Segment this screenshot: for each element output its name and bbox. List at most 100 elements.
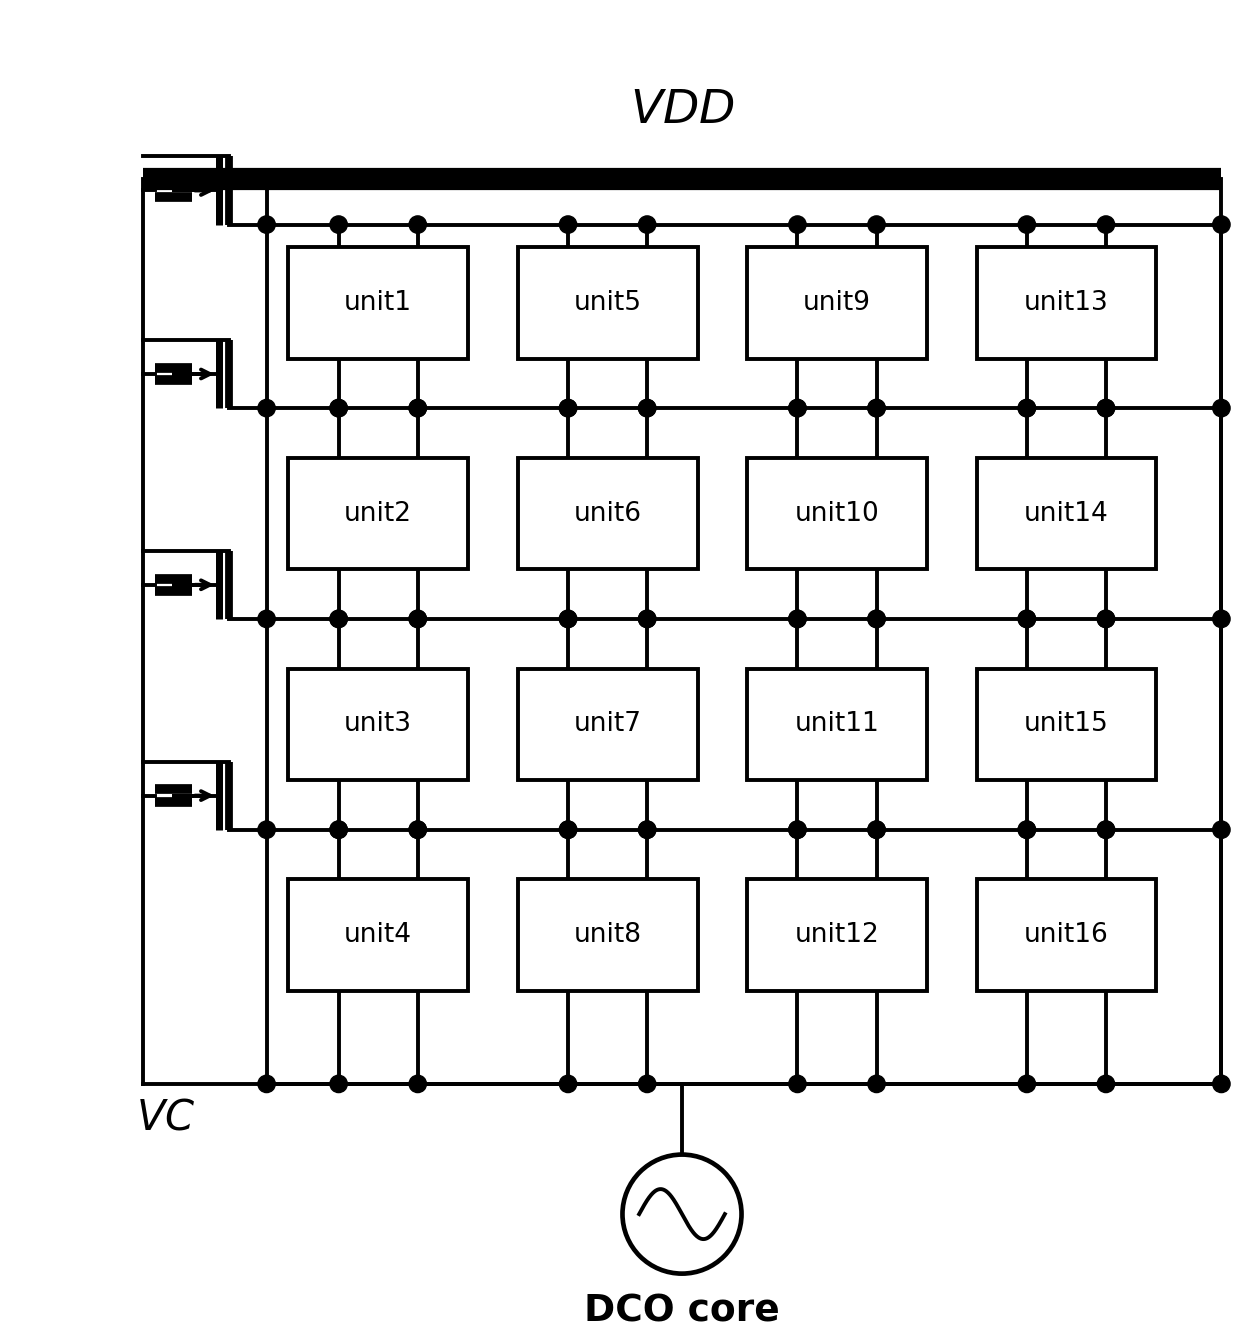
Circle shape <box>868 215 885 233</box>
Circle shape <box>639 821 656 838</box>
Circle shape <box>330 400 347 417</box>
Circle shape <box>639 610 656 627</box>
Text: $VC$: $VC$ <box>136 1096 196 1138</box>
Bar <box>977 247 1156 358</box>
Circle shape <box>330 610 347 627</box>
Circle shape <box>1097 610 1115 627</box>
Circle shape <box>1018 1075 1035 1092</box>
Text: unit4: unit4 <box>345 923 412 948</box>
Circle shape <box>409 215 427 233</box>
Circle shape <box>1213 1075 1230 1092</box>
Text: unit7: unit7 <box>574 711 641 737</box>
Circle shape <box>330 821 347 838</box>
Circle shape <box>330 821 347 838</box>
Circle shape <box>789 400 806 417</box>
Bar <box>746 668 928 779</box>
Circle shape <box>330 215 347 233</box>
Circle shape <box>258 400 275 417</box>
Circle shape <box>559 400 577 417</box>
Circle shape <box>639 400 656 417</box>
Circle shape <box>1097 1075 1115 1092</box>
Circle shape <box>409 400 427 417</box>
Text: unit8: unit8 <box>574 923 641 948</box>
Circle shape <box>789 400 806 417</box>
Circle shape <box>868 610 885 627</box>
Circle shape <box>868 400 885 417</box>
Bar <box>288 880 467 991</box>
Bar <box>746 880 928 991</box>
Circle shape <box>409 610 427 627</box>
Circle shape <box>639 400 656 417</box>
Circle shape <box>868 610 885 627</box>
Bar <box>517 247 697 358</box>
Circle shape <box>1213 215 1230 233</box>
Text: unit15: unit15 <box>1024 711 1109 737</box>
Circle shape <box>1018 400 1035 417</box>
Circle shape <box>559 1075 577 1092</box>
Circle shape <box>559 821 577 838</box>
Circle shape <box>1018 610 1035 627</box>
Circle shape <box>409 821 427 838</box>
Circle shape <box>789 1075 806 1092</box>
Circle shape <box>1097 821 1115 838</box>
Bar <box>977 668 1156 779</box>
Circle shape <box>330 610 347 627</box>
Circle shape <box>1213 821 1230 838</box>
Bar <box>517 880 697 991</box>
Circle shape <box>1213 400 1230 417</box>
Bar <box>517 457 697 570</box>
Text: unit16: unit16 <box>1024 923 1109 948</box>
Text: unit13: unit13 <box>1024 290 1109 316</box>
Circle shape <box>789 610 806 627</box>
Circle shape <box>868 821 885 838</box>
Text: unit9: unit9 <box>804 290 870 316</box>
Circle shape <box>789 215 806 233</box>
Circle shape <box>1097 400 1115 417</box>
Text: unit1: unit1 <box>345 290 412 316</box>
Circle shape <box>409 400 427 417</box>
Circle shape <box>559 400 577 417</box>
Circle shape <box>330 400 347 417</box>
Circle shape <box>559 821 577 838</box>
Text: unit6: unit6 <box>574 500 641 527</box>
Text: unit14: unit14 <box>1024 500 1109 527</box>
Circle shape <box>868 1075 885 1092</box>
Circle shape <box>1018 400 1035 417</box>
Circle shape <box>1213 610 1230 627</box>
Bar <box>977 457 1156 570</box>
Circle shape <box>789 610 806 627</box>
Circle shape <box>258 215 275 233</box>
Circle shape <box>258 1075 275 1092</box>
Circle shape <box>868 400 885 417</box>
Bar <box>288 247 467 358</box>
Bar <box>288 457 467 570</box>
Circle shape <box>1097 821 1115 838</box>
Circle shape <box>868 821 885 838</box>
Circle shape <box>1097 215 1115 233</box>
Text: unit12: unit12 <box>795 923 879 948</box>
Circle shape <box>639 1075 656 1092</box>
Circle shape <box>409 610 427 627</box>
Bar <box>746 247 928 358</box>
Circle shape <box>258 821 275 838</box>
Text: unit2: unit2 <box>345 500 412 527</box>
Circle shape <box>639 610 656 627</box>
Circle shape <box>559 610 577 627</box>
Text: $VDD$: $VDD$ <box>630 88 734 134</box>
Circle shape <box>330 1075 347 1092</box>
Text: unit10: unit10 <box>795 500 879 527</box>
Text: unit5: unit5 <box>574 290 641 316</box>
Circle shape <box>789 821 806 838</box>
Text: unit11: unit11 <box>795 711 879 737</box>
Circle shape <box>789 821 806 838</box>
Circle shape <box>559 610 577 627</box>
Circle shape <box>258 610 275 627</box>
Bar <box>288 668 467 779</box>
Bar <box>746 457 928 570</box>
Circle shape <box>1018 821 1035 838</box>
Circle shape <box>639 215 656 233</box>
Circle shape <box>1097 400 1115 417</box>
Circle shape <box>1097 610 1115 627</box>
Circle shape <box>1018 821 1035 838</box>
Circle shape <box>409 821 427 838</box>
